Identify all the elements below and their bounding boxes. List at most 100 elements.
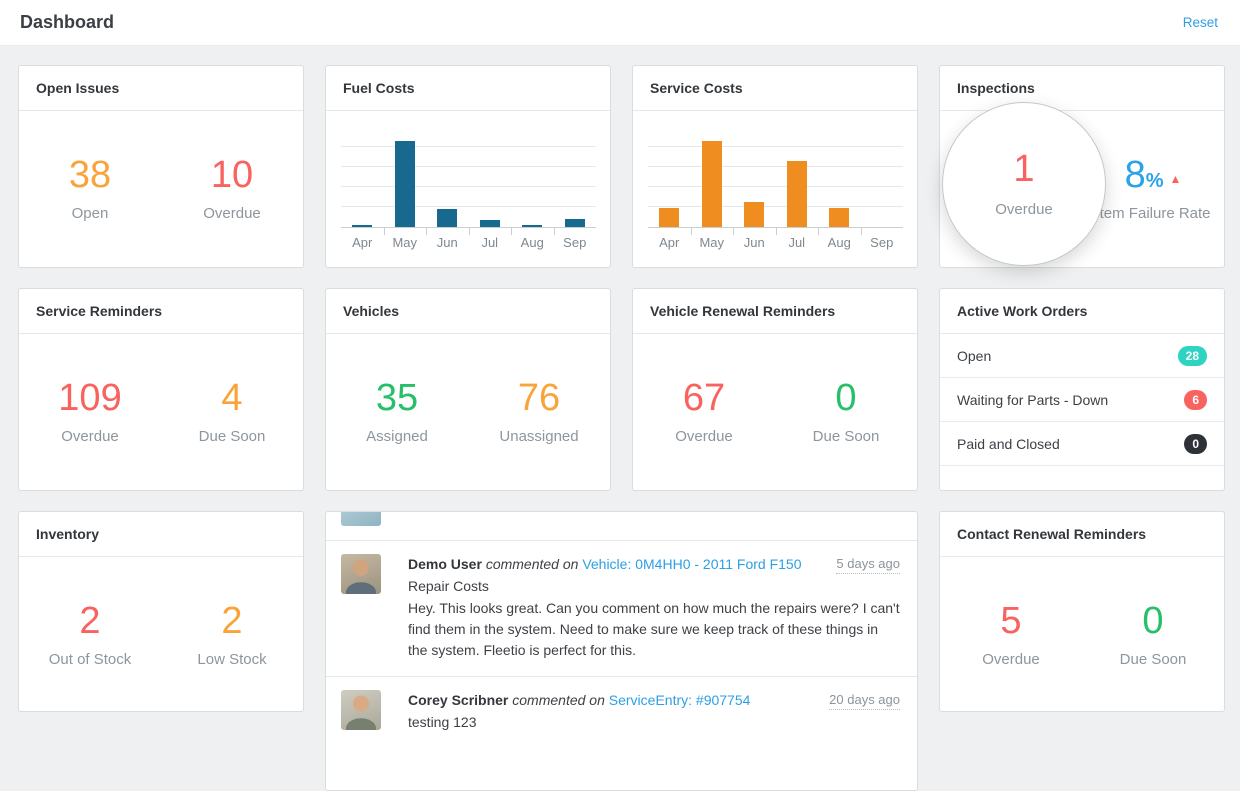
open-issues-card: Open Issues 38 Open 10 Overdue [18,65,304,268]
comment-item: Corey Scribner commented on ServiceEntry… [326,676,917,748]
reset-button[interactable]: Reset [1182,15,1218,30]
contact-renewals-overdue-stat[interactable]: 5 Overdue [940,599,1082,669]
stat-label: Unassigned [499,428,579,446]
stat-label: Overdue [203,205,261,223]
gridline [341,206,596,207]
card-title: Inventory [19,512,303,557]
dashboard-grid: Open Issues 38 Open 10 Overdue Fuel Cost… [0,46,1240,791]
trend-up-icon: ▲ [1169,171,1182,186]
comment-target-link[interactable]: ServiceEntry: #907754 [608,692,751,708]
comment-author: Corey Scribner [408,692,509,708]
comment-timestamp[interactable]: 20 days ago [829,690,900,710]
comment-action: commented on [485,556,579,572]
axis-tick [860,227,862,235]
fuel-costs-chart: Apr May Jun Jul Aug Sep [326,111,610,250]
service-reminders-due-soon-stat[interactable]: 4 Due Soon [161,378,303,446]
contact-renewal-reminders-card: Contact Renewal Reminders 5 Overdue 0 Du… [939,511,1225,712]
stat-value: 1 [1013,147,1035,190]
bar-jun [744,201,765,227]
open-issues-open-stat[interactable]: 38 Open [19,153,161,223]
comment-author: Demo User [408,556,482,572]
work-order-row-open[interactable]: Open 28 [940,334,1224,378]
stat-value: 5 [1000,599,1022,642]
card-title: Open Issues [19,66,303,111]
comment-timestamp[interactable]: 5 days ago [836,554,900,574]
top-bar: Dashboard Reset [0,0,1240,46]
inventory-card: Inventory 2 Out of Stock 2 Low Stock [18,511,304,712]
vehicles-assigned-stat[interactable]: 35 Assigned [326,378,468,446]
inspections-failure-rate-stat[interactable]: 8% ▲ Item Failure Rate [1082,153,1224,223]
bar-apr [352,225,373,227]
stat-value: 0 [835,376,857,419]
gridline [341,146,596,147]
bar-slot [733,136,776,235]
x-tick-label: Jul [481,235,499,250]
x-tick-label: Jun [743,235,765,250]
x-axis-labels: Apr May Jun Jul Aug Sep [648,228,903,250]
bar-may [701,140,722,227]
card-title: Vehicles [326,289,610,334]
vehicles-card: Vehicles 35 Assigned 76 Unassigned [325,288,611,491]
page-title: Dashboard [20,12,115,32]
work-order-label: Paid and Closed [957,435,1060,452]
bar-slot [648,136,691,227]
vehicles-unassigned-stat[interactable]: 76 Unassigned [468,378,610,446]
vehicle-renewals-due-soon-stat[interactable]: 0 Due Soon [775,376,917,446]
axis-tick [775,227,777,235]
axis-tick [818,227,819,235]
avatar [341,554,381,594]
count-badge: 6 [1184,389,1207,410]
x-tick-label: Apr [659,235,680,250]
stat-label: Overdue [982,651,1040,669]
bar-slot [690,136,734,235]
bar-jun [437,208,458,227]
bar-slot [383,136,427,235]
axis-tick [690,227,692,235]
stat-label: Overdue [61,428,119,446]
work-order-label: Open [957,347,992,364]
service-costs-card: Service Costs Apr May Jun Jul Aug Sep [632,65,918,268]
bar-jul [786,161,807,227]
card-title: Service Costs [633,66,917,111]
stat-value: 8 [1124,153,1146,196]
work-order-label: Waiting for Parts - Down [957,391,1109,408]
contact-renewals-due-soon-stat[interactable]: 0 Due Soon [1082,601,1224,669]
avatar [341,512,381,526]
service-reminders-overdue-stat[interactable]: 109 Overdue [19,378,161,446]
service-reminders-card: Service Reminders 109 Overdue 4 Due Soon [18,288,304,491]
bar-slot [860,136,904,235]
count-badge: 0 [1184,433,1207,454]
inventory-low-stock-stat[interactable]: 2 Low Stock [161,599,303,669]
axis-tick [468,227,470,235]
gridline [648,206,903,207]
card-title: Fuel Costs [326,66,610,111]
card-title: Active Work Orders [940,289,1224,334]
stat-label: Open [71,205,109,223]
stat-value: 2 [221,599,243,642]
vehicle-renewals-overdue-stat[interactable]: 67 Overdue [633,376,775,446]
percent-sign: % [1145,169,1164,192]
bar-may [394,140,415,227]
inventory-out-of-stock-stat[interactable]: 2 Out of Stock [19,601,161,669]
axis-tick [511,227,512,235]
open-issues-overdue-stat[interactable]: 10 Overdue [161,155,303,223]
stat-value: 67 [682,376,726,419]
comment-target-link[interactable]: Vehicle: 0M4HH0 - 2011 Ford F150 [582,556,802,572]
work-order-row-waiting-parts[interactable]: Waiting for Parts - Down 6 [940,378,1224,422]
bar-slot [553,136,597,235]
count-badge: 28 [1177,345,1207,366]
card-title: Contact Renewal Reminders [940,512,1224,557]
card-title: Inspections [940,66,1224,111]
fuel-costs-card: Fuel Costs Apr May Jun Jul Aug Sep [325,65,611,268]
x-axis-labels: Apr May Jun Jul Aug Sep [341,228,596,250]
bar-slot [426,136,469,235]
active-work-orders-card: Active Work Orders Open 28 Waiting for P… [939,288,1225,491]
x-tick-label: Aug [827,235,851,250]
bar-jul [479,219,500,227]
x-tick-label: Jul [788,235,806,250]
comment-item: Demo User commented on Vehicle: 0M4HH0 -… [326,540,917,676]
stat-label: Out of Stock [48,651,132,669]
comment-headline: Corey Scribner commented on ServiceEntry… [408,690,750,711]
stat-value: 38 [68,153,112,196]
work-order-row-paid-closed[interactable]: Paid and Closed 0 [940,422,1224,466]
